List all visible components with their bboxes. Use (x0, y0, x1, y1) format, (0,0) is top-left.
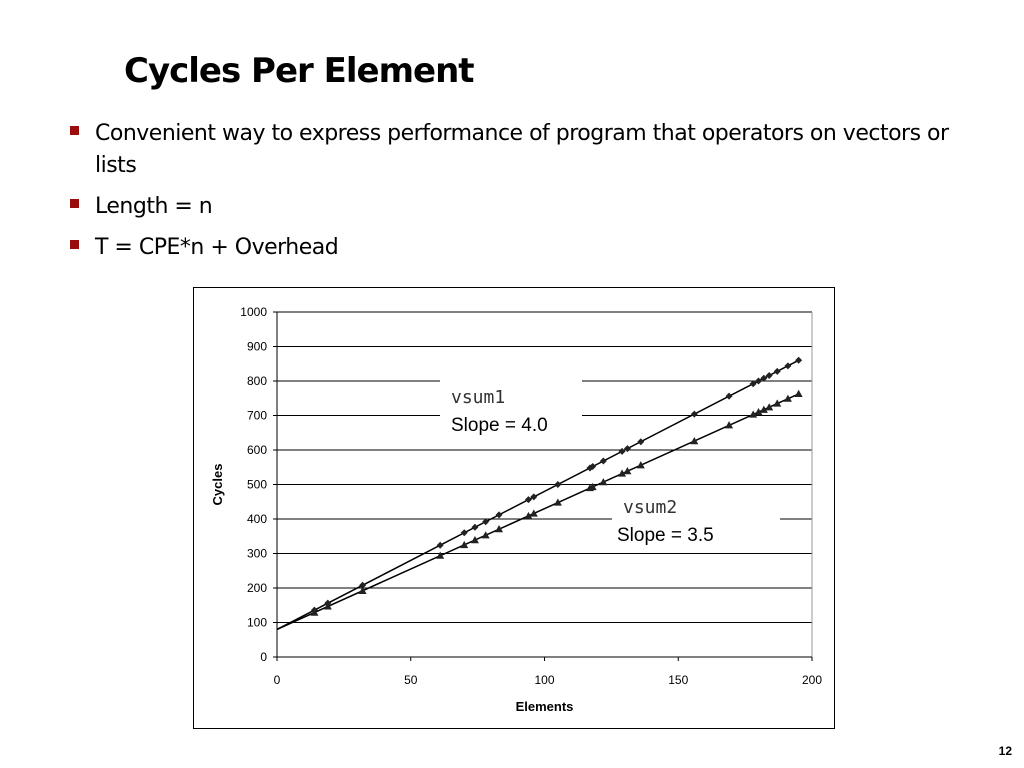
data-point-triangle (460, 540, 469, 549)
x-tick-label: 50 (404, 673, 418, 687)
annotation-name-vsum1: vsum1 (451, 387, 505, 408)
annotation-box-vsum1 (440, 380, 582, 440)
data-point-triangle (773, 399, 782, 407)
data-point-diamond (749, 380, 757, 388)
data-point-triangle (436, 551, 445, 559)
cycles-vs-elements-chart: 0 100 200 300 400 500 600 700 800 900 1000 0 50 100 15… (210, 305, 822, 714)
data-point-triangle (495, 525, 504, 533)
y-tick-label: 100 (247, 616, 267, 630)
data-point-diamond (554, 481, 562, 488)
data-point-triangle (623, 467, 632, 475)
data-point-diamond (765, 371, 773, 379)
y-tick-label: 300 (247, 547, 267, 561)
data-point-diamond (618, 447, 626, 455)
data-point-triangle (481, 531, 490, 539)
data-point-diamond (795, 356, 803, 364)
bullet-item: T = CPE*n + Overhead (70, 232, 950, 264)
square-bullet-icon (70, 240, 79, 249)
data-point-diamond (436, 541, 444, 549)
page-number: 12 (998, 744, 1012, 758)
y-tick-label: 900 (247, 340, 267, 354)
data-point-triangle (618, 469, 627, 477)
data-point-triangle (529, 509, 538, 517)
data-point-triangle (725, 421, 734, 429)
data-point-triangle (690, 437, 699, 445)
bullet-item: Length = n (70, 191, 950, 223)
annotation-name-vsum2: vsum2 (623, 497, 677, 518)
data-point-diamond (690, 410, 698, 418)
data-point-triangle (783, 394, 792, 402)
y-tick-label: 500 (247, 478, 267, 492)
y-tick-label: 400 (247, 512, 267, 526)
x-tick-label: 100 (534, 673, 554, 687)
bullet-text: T = CPE*n + Overhead (95, 235, 339, 260)
data-point-diamond (495, 511, 503, 519)
x-tick-label: 200 (802, 673, 822, 687)
data-point-triangle (588, 482, 597, 491)
y-tick-label: 1000 (240, 305, 267, 319)
chart-frame: 0 100 200 300 400 500 600 700 800 900 1000 0 50 100 15… (193, 287, 835, 729)
bullet-text: Convenient way to express performance of… (95, 121, 949, 178)
data-point-diamond (530, 493, 538, 501)
data-point-diamond (471, 523, 479, 531)
data-point-triangle (765, 403, 774, 411)
x-tick-label: 0 (274, 673, 281, 687)
slide-title: Cycles Per Element (124, 51, 475, 91)
y-axis-title: Cycles (210, 464, 225, 506)
data-point-triangle (599, 478, 608, 486)
data-point-diamond (460, 529, 468, 537)
data-point-triangle (323, 602, 332, 610)
data-point-diamond (623, 445, 631, 453)
data-point-triangle (310, 608, 319, 616)
y-tick-label: 800 (247, 374, 267, 388)
data-point-diamond (589, 463, 597, 471)
data-point-triangle (754, 408, 763, 416)
data-point-triangle (358, 586, 367, 594)
square-bullet-icon (70, 199, 79, 208)
x-axis-title: Elements (516, 699, 574, 714)
data-point-triangle (759, 405, 768, 413)
annotation-slope-vsum1: Slope = 4.0 (451, 415, 548, 436)
data-point-triangle (524, 511, 533, 520)
data-point-diamond (637, 438, 645, 446)
data-point-diamond (760, 374, 768, 382)
annotation-slope-vsum2: Slope = 3.5 (617, 525, 714, 546)
data-point-triangle (553, 498, 562, 506)
data-point-triangle (636, 461, 645, 469)
data-point-triangle (470, 536, 479, 544)
square-bullet-icon (70, 126, 79, 135)
bullet-text: Length = n (95, 194, 213, 219)
data-point-diamond (482, 518, 490, 526)
annotation-box-vsum2 (612, 490, 780, 550)
data-point-diamond (784, 362, 792, 370)
bullet-list: Convenient way to express performance of… (70, 118, 950, 273)
data-point-diamond (773, 367, 781, 375)
y-tick-label: 0 (260, 650, 267, 664)
data-point-diamond (359, 581, 367, 589)
data-point-diamond (599, 457, 607, 465)
data-point-diamond (524, 496, 532, 504)
y-tick-label: 700 (247, 409, 267, 423)
data-point-diamond (755, 377, 762, 385)
data-point-triangle (749, 410, 758, 418)
data-point-diamond (725, 392, 733, 400)
data-point-triangle (794, 389, 803, 397)
y-tick-label: 600 (247, 443, 267, 457)
x-tick-label: 150 (668, 673, 688, 687)
bullet-item: Convenient way to express performance of… (70, 118, 950, 182)
y-tick-label: 200 (247, 581, 267, 595)
